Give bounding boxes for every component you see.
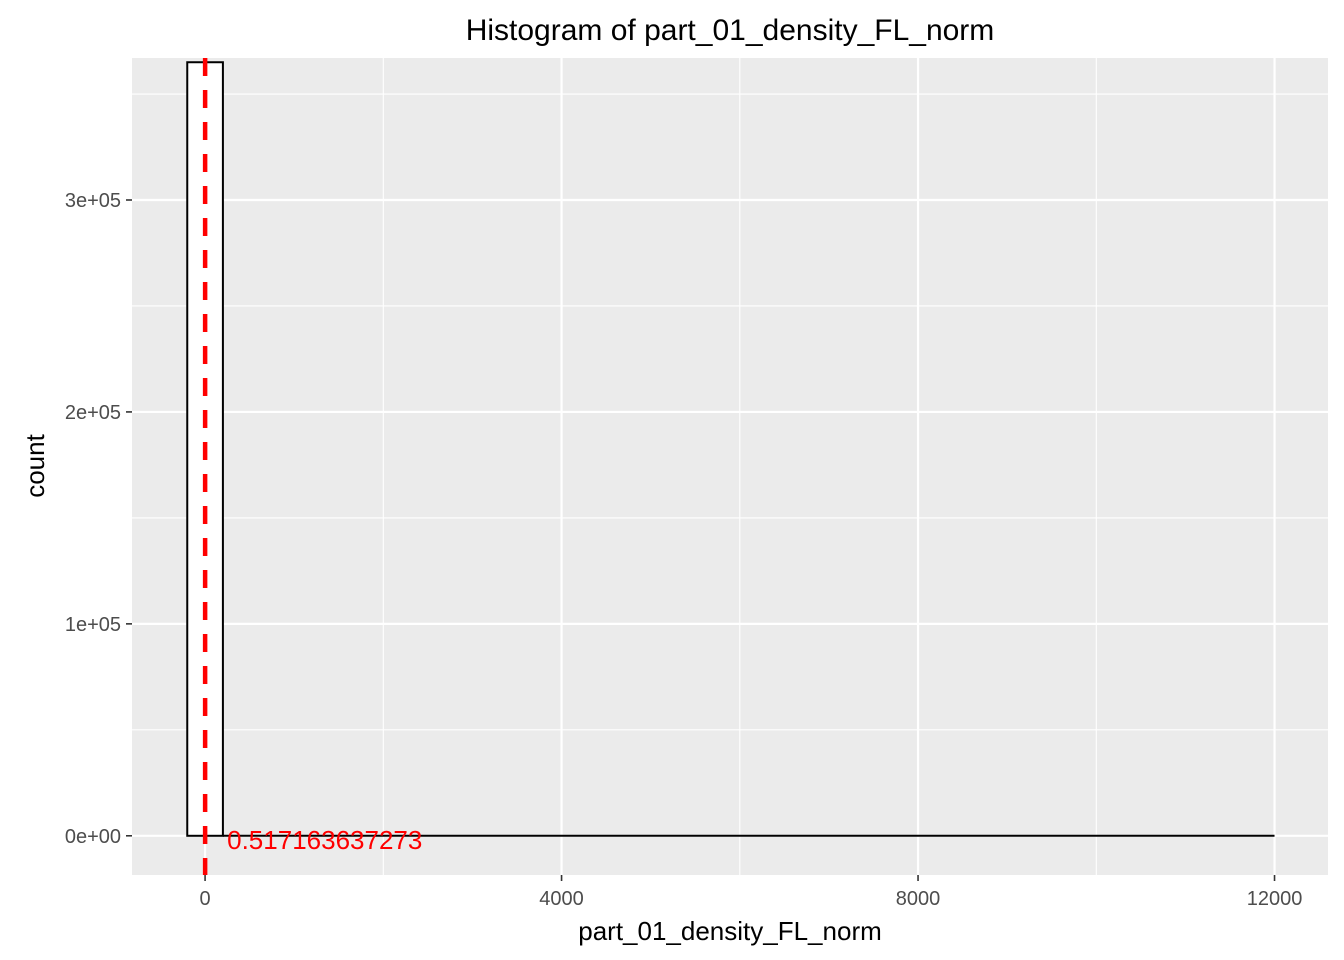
y-tick-label: 1e+05 <box>65 614 121 636</box>
x-axis-title: part_01_density_FL_norm <box>578 916 882 946</box>
x-tick-label: 0 <box>200 888 211 910</box>
chart-title: Histogram of part_01_density_FL_norm <box>466 14 995 47</box>
y-axis-title: count <box>20 433 50 497</box>
plot-panel <box>132 58 1328 875</box>
x-tick-label: 4000 <box>539 888 584 910</box>
x-tick-label: 8000 <box>896 888 941 910</box>
y-tick-label: 3e+05 <box>65 190 121 212</box>
y-tick-label: 0e+00 <box>65 826 121 848</box>
axis-tick-labels: 0 4000 8000 12000 0e+00 1e+05 2e+05 3e+05 <box>65 190 1303 910</box>
mean-value-annotation: 0.517163637273 <box>227 825 422 855</box>
axis-ticks <box>126 199 1276 881</box>
y-tick-label: 2e+05 <box>65 402 121 424</box>
minor-gridlines <box>132 58 1328 875</box>
x-tick-label: 12000 <box>1247 888 1303 910</box>
